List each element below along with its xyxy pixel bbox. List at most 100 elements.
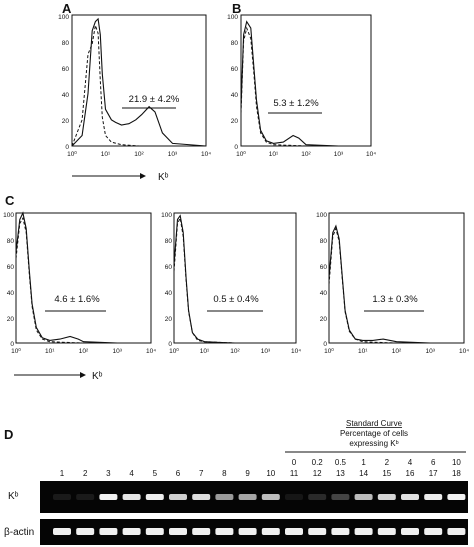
panel-a-xtick: 10² [134, 151, 144, 158]
panel-a-xtick: 10³ [168, 151, 178, 158]
panel-b-x-ticks: 10⁰ 10¹ 10² 10³ 10⁴ [236, 150, 376, 158]
lane-number: 12 [313, 469, 322, 478]
panel-b-xtick: 10¹ [269, 151, 279, 158]
panel-a-letter: A [62, 1, 72, 16]
actin-band [238, 528, 257, 535]
lane-number: 7 [199, 469, 204, 478]
kb-band [169, 494, 187, 500]
panel-a-plot: 100 80 60 40 20 0 10⁰ 10¹ 10² 10³ 10⁴ 21… [58, 14, 211, 183]
actin-bands [53, 528, 466, 535]
panel-c1-dashed-histogram [15, 216, 151, 344]
panel-c3-ytick: 80 [320, 238, 328, 245]
panel-c2-plot: 100 80 60 40 20 0 10⁰ 10¹ 10² 10³ 10⁴ 0.… [161, 212, 301, 355]
panel-c2-ytick: 80 [165, 238, 173, 245]
panel-a-axis-label: Kᵇ [158, 172, 169, 183]
panel-c3-frame [328, 212, 465, 344]
panel-c3-solid-histogram [328, 224, 464, 344]
panel-b-xtick: 10² [301, 151, 311, 158]
panel-c3-ytick: 20 [320, 316, 328, 323]
panel-c2-solid-histogram [173, 214, 296, 344]
panel-b-xtick: 10⁴ [366, 151, 376, 158]
panel-c1-plot: 100 80 60 40 20 0 10⁰ 10¹ 10² 10³ 10⁴ 4.… [3, 211, 156, 355]
actin-band [122, 528, 141, 535]
panel-b-ytick: 0 [234, 144, 238, 151]
percentage-label: 0 [292, 458, 297, 467]
panel-a-ytick: 0 [65, 144, 69, 151]
actin-band [285, 528, 303, 535]
actin-band [424, 528, 443, 535]
panel-c1-xtick: 10³ [113, 348, 123, 355]
panel-a-ytick: 60 [62, 66, 70, 73]
kb-band [53, 494, 71, 500]
panel-c1-ytick: 0 [10, 341, 14, 348]
panel-b-y-ticks: 100 80 60 40 20 0 [227, 14, 238, 151]
panel-c3-x-ticks: 10⁰ 10¹ 10² 10³ 10⁴ [324, 347, 469, 355]
kb-band [285, 494, 303, 500]
kb-band [145, 494, 164, 500]
panel-b-plot: 100 80 60 40 20 0 10⁰ 10¹ 10² 10³ 10⁴ 5.… [227, 14, 376, 158]
actin-band [261, 528, 280, 535]
kb-band [238, 494, 257, 500]
kb-band [447, 494, 466, 500]
panel-c2-y-ticks: 100 80 60 40 20 0 [161, 212, 172, 348]
lane-number: 15 [382, 469, 391, 478]
actin-band [99, 528, 118, 535]
lane-number: 11 [290, 469, 299, 478]
actin-band [377, 528, 396, 535]
panel-a-arrow-head-icon [140, 173, 146, 179]
percentage-label: 6 [431, 458, 436, 467]
lane-number: 2 [83, 469, 88, 478]
panel-c2-xtick: 10² [230, 348, 240, 355]
panel-c1-x-ticks: 10⁰ 10¹ 10² 10³ 10⁴ [11, 347, 156, 355]
panel-c3-xtick: 10⁰ [324, 347, 334, 355]
percentage-label: 4 [408, 458, 413, 467]
kb-band [331, 494, 350, 500]
panel-a-ytick: 80 [62, 40, 70, 47]
panel-c3-xtick: 10³ [426, 348, 436, 355]
panel-c3-xtick: 10⁴ [459, 348, 469, 355]
lane-number: 6 [176, 469, 181, 478]
panel-a-ytick: 40 [62, 92, 70, 99]
percentage-label: 2 [385, 458, 390, 467]
panel-a-gate-label: 21.9 ± 4.2% [129, 94, 180, 105]
panel-c2-xtick: 10⁴ [291, 348, 301, 355]
lane-number: 17 [429, 469, 438, 478]
actin-band [192, 528, 211, 535]
panel-b-ytick: 40 [231, 92, 239, 99]
kb-band [424, 494, 443, 500]
actin-band [53, 528, 71, 535]
kb-band [377, 494, 396, 500]
panel-c2-xtick: 10¹ [200, 348, 210, 355]
panel-c1-ytick: 40 [7, 290, 15, 297]
panel-b-gate-label: 5.3 ± 1.2% [273, 98, 319, 109]
panel-b-letter: B [232, 1, 241, 16]
actin-band [145, 528, 164, 535]
panel-c-axis-label: Kᵇ [92, 371, 103, 382]
kb-band [122, 494, 141, 500]
kb-band [215, 494, 234, 500]
panel-a-dashed-histogram [71, 23, 206, 147]
panel-b-xtick: 10³ [334, 151, 344, 158]
panel-c3-plot: 100 80 60 40 20 0 10⁰ 10¹ 10² 10³ 10⁴ 1.… [316, 212, 469, 355]
lane-number: 1 [60, 469, 65, 478]
panel-c1-xtick: 10⁴ [146, 348, 156, 355]
panel-b-ytick: 80 [231, 40, 239, 47]
panel-c1-gate-label: 4.6 ± 1.6% [54, 294, 100, 305]
panel-c1-solid-histogram [15, 211, 151, 344]
percentage-row: 0 0.2 0.5 1 2 4 6 10 [292, 458, 462, 467]
panel-c1-xtick: 10⁰ [11, 347, 21, 355]
kb-bands [53, 494, 466, 500]
actin-band [354, 528, 373, 535]
panel-b-ytick: 60 [231, 66, 239, 73]
panel-a-x-ticks: 10⁰ 10¹ 10² 10³ 10⁴ [67, 150, 211, 158]
actin-row-label: β-actin [4, 527, 34, 538]
panel-c1-ytick: 100 [3, 212, 14, 219]
kb-band [308, 494, 327, 500]
panel-c1-xtick: 10¹ [45, 348, 55, 355]
actin-band [401, 528, 419, 535]
actin-band [308, 528, 327, 535]
panel-a-xtick: 10⁰ [67, 150, 77, 158]
panel-a-ytick: 20 [62, 118, 70, 125]
panel-c1-y-ticks: 100 80 60 40 20 0 [3, 212, 14, 348]
percentage-label: 0.2 [312, 458, 324, 467]
